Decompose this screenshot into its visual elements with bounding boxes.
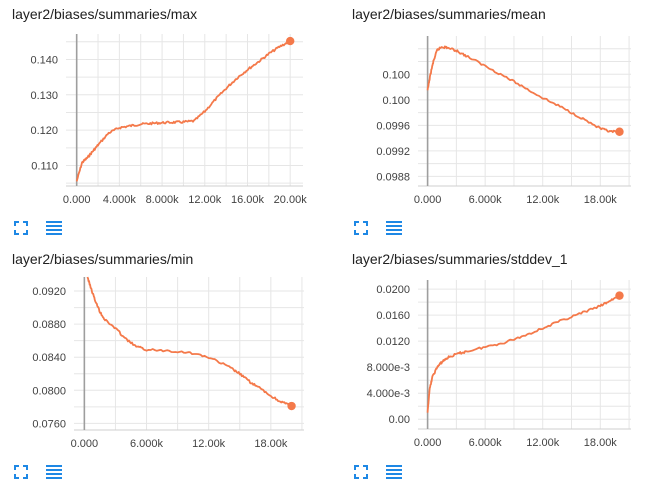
x-tick-label: 12.00k xyxy=(526,194,560,206)
fit-domain-button[interactable] xyxy=(12,463,30,481)
chart-plot: 0.000 6.000k 12.00k 18.00k 0.0760 0.0800 0.084… xyxy=(32,276,304,450)
x-tick-label: 18.00k xyxy=(584,194,618,206)
fit-domain-button[interactable] xyxy=(352,463,370,481)
x-tick-label: 0.000 xyxy=(414,194,442,206)
series-end-point xyxy=(287,401,296,411)
x-tick-label: 6.000k xyxy=(469,437,503,449)
y-tick-label: 8.000e-3 xyxy=(367,362,410,374)
grid xyxy=(74,277,304,430)
y-tick-label: 0.110 xyxy=(31,160,58,172)
data-table-button[interactable] xyxy=(45,219,63,237)
x-tick-label: 18.00k xyxy=(254,438,288,450)
fit-domain-button[interactable] xyxy=(352,219,370,237)
x-tick-label: 6.000k xyxy=(469,194,503,206)
x-tick-label: 12.00k xyxy=(526,437,560,449)
series-line xyxy=(426,294,620,413)
chart-plot: 0.000 6.000k 12.00k 18.00k 0.0988 0.0992 0.099… xyxy=(376,36,631,206)
x-tick-label: 8.000k xyxy=(146,194,180,206)
grid xyxy=(418,36,631,186)
x-tick-label: 12.00k xyxy=(188,194,222,206)
y-tick-label: 0.0988 xyxy=(376,171,410,183)
y-tick-label: 0.0880 xyxy=(32,319,66,331)
y-tick-label: 0.140 xyxy=(30,54,58,66)
chart-plot: 0.000 4.000k 8.000k 12.00k 16.00k 20.00k 0.110… xyxy=(30,34,308,206)
data-table-button[interactable] xyxy=(385,463,403,481)
y-tick-label: 0.100 xyxy=(382,69,410,81)
chart-title: layer2/biases/summaries/mean xyxy=(352,6,546,22)
x-tick-label: 4.000k xyxy=(103,194,137,206)
chart-plot: 0.000 6.000k 12.00k 18.00k 0.00 4.000e-3 8.000… xyxy=(367,280,631,449)
series-line xyxy=(86,276,292,407)
data-table-icon xyxy=(46,221,62,235)
y-tick-label: 0.0996 xyxy=(376,120,410,132)
data-table-button[interactable] xyxy=(385,219,403,237)
fit-domain-icon xyxy=(354,221,368,235)
chart-card-stddev: layer2/biases/summaries/stddev_1 0.000 6.… xyxy=(334,245,668,489)
y-tick-label: 0.0200 xyxy=(376,284,410,296)
series-line xyxy=(426,45,621,134)
x-tick-label: 18.00k xyxy=(584,437,618,449)
x-tick-label: 20.00k xyxy=(274,194,308,206)
x-tick-label: 0.000 xyxy=(414,437,442,449)
x-tick-label: 16.00k xyxy=(231,194,265,206)
grid xyxy=(418,280,631,429)
chart-title: layer2/biases/summaries/max xyxy=(12,6,198,22)
series-end-point xyxy=(615,127,624,136)
y-tick-label: 0.0120 xyxy=(376,336,410,348)
fit-domain-icon xyxy=(354,465,368,479)
y-tick-label: 0.100 xyxy=(382,95,410,107)
y-tick-label: 0.00 xyxy=(389,414,410,426)
y-tick-label: 0.130 xyxy=(30,90,58,102)
series-end-point xyxy=(615,291,624,300)
data-table-icon xyxy=(386,465,402,479)
data-table-button[interactable] xyxy=(45,463,63,481)
chart-title: layer2/biases/summaries/stddev_1 xyxy=(352,251,568,267)
series-line xyxy=(75,40,291,182)
y-tick-label: 0.0840 xyxy=(32,352,66,364)
fit-domain-button[interactable] xyxy=(12,219,30,237)
y-tick-label: 0.0160 xyxy=(376,310,410,322)
fit-domain-icon xyxy=(14,221,28,235)
x-tick-label: 0.000 xyxy=(71,438,99,450)
chart-card-min: layer2/biases/summaries/min 0.000 6.000k 1… xyxy=(0,245,334,489)
data-table-icon xyxy=(386,221,402,235)
chart-title: layer2/biases/summaries/min xyxy=(12,251,194,267)
chart-card-mean: layer2/biases/summaries/mean 0.000 6.000k… xyxy=(334,0,668,244)
x-tick-label: 6.000k xyxy=(130,438,164,450)
series-end-point xyxy=(285,36,295,46)
y-tick-label: 0.0800 xyxy=(32,385,66,397)
grid xyxy=(66,34,303,186)
data-table-icon xyxy=(46,465,62,479)
chart-card-max: layer2/biases/summaries/max 0.000 4.000k 8… xyxy=(0,0,334,244)
y-tick-label: 0.0992 xyxy=(376,146,410,158)
y-tick-label: 0.120 xyxy=(30,125,58,137)
y-tick-label: 0.0760 xyxy=(32,418,66,430)
x-tick-label: 0.000 xyxy=(63,194,91,206)
y-tick-label: 4.000e-3 xyxy=(367,388,410,400)
y-tick-label: 0.0920 xyxy=(32,286,66,298)
x-tick-label: 12.00k xyxy=(192,438,226,450)
fit-domain-icon xyxy=(14,465,28,479)
